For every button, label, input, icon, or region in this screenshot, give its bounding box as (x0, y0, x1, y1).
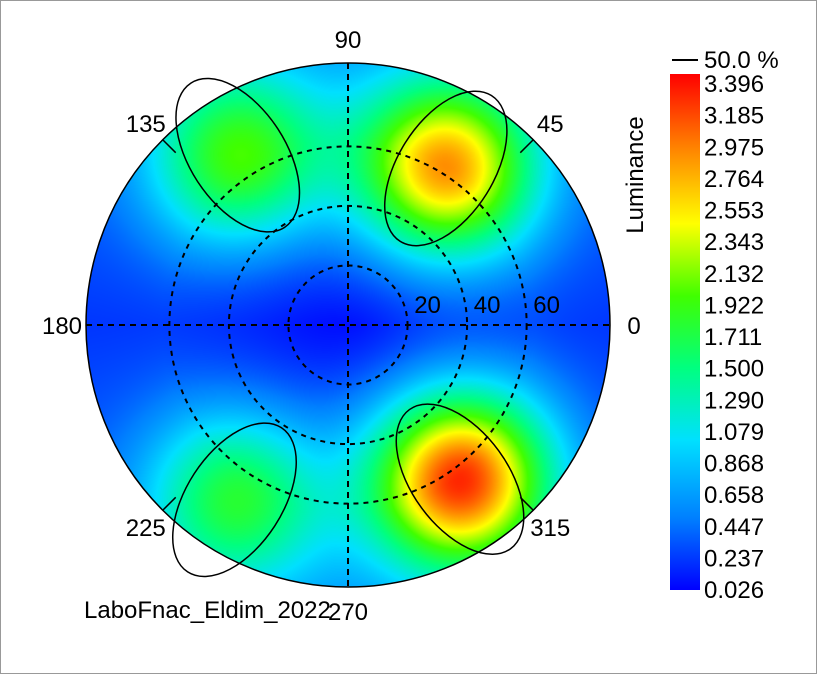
colorbar-tick-12: 0.868 (704, 451, 764, 478)
chart-caption: LaboFnac_Eldim_2022 (84, 597, 331, 624)
colorbar-tick-0: 3.396 (704, 71, 764, 98)
azimuth-label-270: 270 (328, 599, 368, 626)
colorbar-tick-15: 0.237 (704, 545, 764, 572)
contour-2 (171, 422, 298, 578)
colorbar-tick-10: 1.290 (704, 387, 764, 414)
radial-label-1: 40 (474, 292, 501, 319)
azimuth-label-135: 135 (126, 111, 166, 138)
colorbar-tick-4: 2.553 (704, 198, 764, 225)
contour-0 (383, 90, 508, 247)
colorbar-gradient (670, 74, 700, 590)
radial-label-0: 20 (414, 292, 441, 319)
colorbar-tick-13: 0.658 (704, 482, 764, 509)
azimuth-label-315: 315 (530, 515, 570, 542)
diag-tick-2 (162, 496, 177, 511)
colorbar-title: Luminance (622, 116, 649, 233)
disk-outline (85, 62, 611, 588)
contour-3 (395, 403, 525, 555)
colorbar-tick-3: 2.764 (704, 166, 764, 193)
colorbar: 50.0 % Luminance 3.396 3.185 2.975 2.764 2.5… (622, 47, 779, 604)
grid-ring-1 (227, 204, 469, 446)
colorbar-tick-7: 1.922 (704, 292, 764, 319)
azimuth-label-225: 225 (126, 515, 166, 542)
colorbar-tick-14: 0.447 (704, 514, 764, 541)
half-max-contours (171, 77, 525, 578)
azimuth-label-90: 90 (335, 27, 362, 54)
contour-legend-label: 50.0 % (704, 47, 779, 74)
colorbar-ticks: 3.396 3.185 2.975 2.764 2.553 2.343 2.132 1.922… (704, 71, 764, 604)
colorbar-tick-9: 1.500 (704, 356, 764, 383)
colorbar-tick-6: 2.132 (704, 261, 764, 288)
diag-tick-3 (519, 496, 534, 511)
colorbar-tick-2: 2.975 (704, 134, 764, 161)
colorbar-tick-16: 0.026 (704, 577, 764, 604)
colorbar-tick-11: 1.079 (704, 419, 764, 446)
diag-tick-1 (162, 139, 177, 154)
azimuth-labels: 0 45 90 135 180 225 270 315 (42, 27, 641, 626)
radial-labels: 20 40 60 (414, 292, 560, 319)
azimuth-label-180: 180 (42, 313, 82, 340)
contour-1 (175, 77, 301, 233)
radial-label-2: 60 (533, 292, 560, 319)
azimuth-label-0: 0 (627, 313, 640, 340)
polar-grid (86, 63, 610, 587)
colorbar-tick-8: 1.711 (704, 324, 762, 351)
diag-tick-0 (519, 139, 534, 154)
azimuth-label-45: 45 (537, 111, 564, 138)
colorbar-tick-5: 2.343 (704, 229, 764, 256)
colorbar-tick-1: 3.185 (704, 103, 764, 130)
